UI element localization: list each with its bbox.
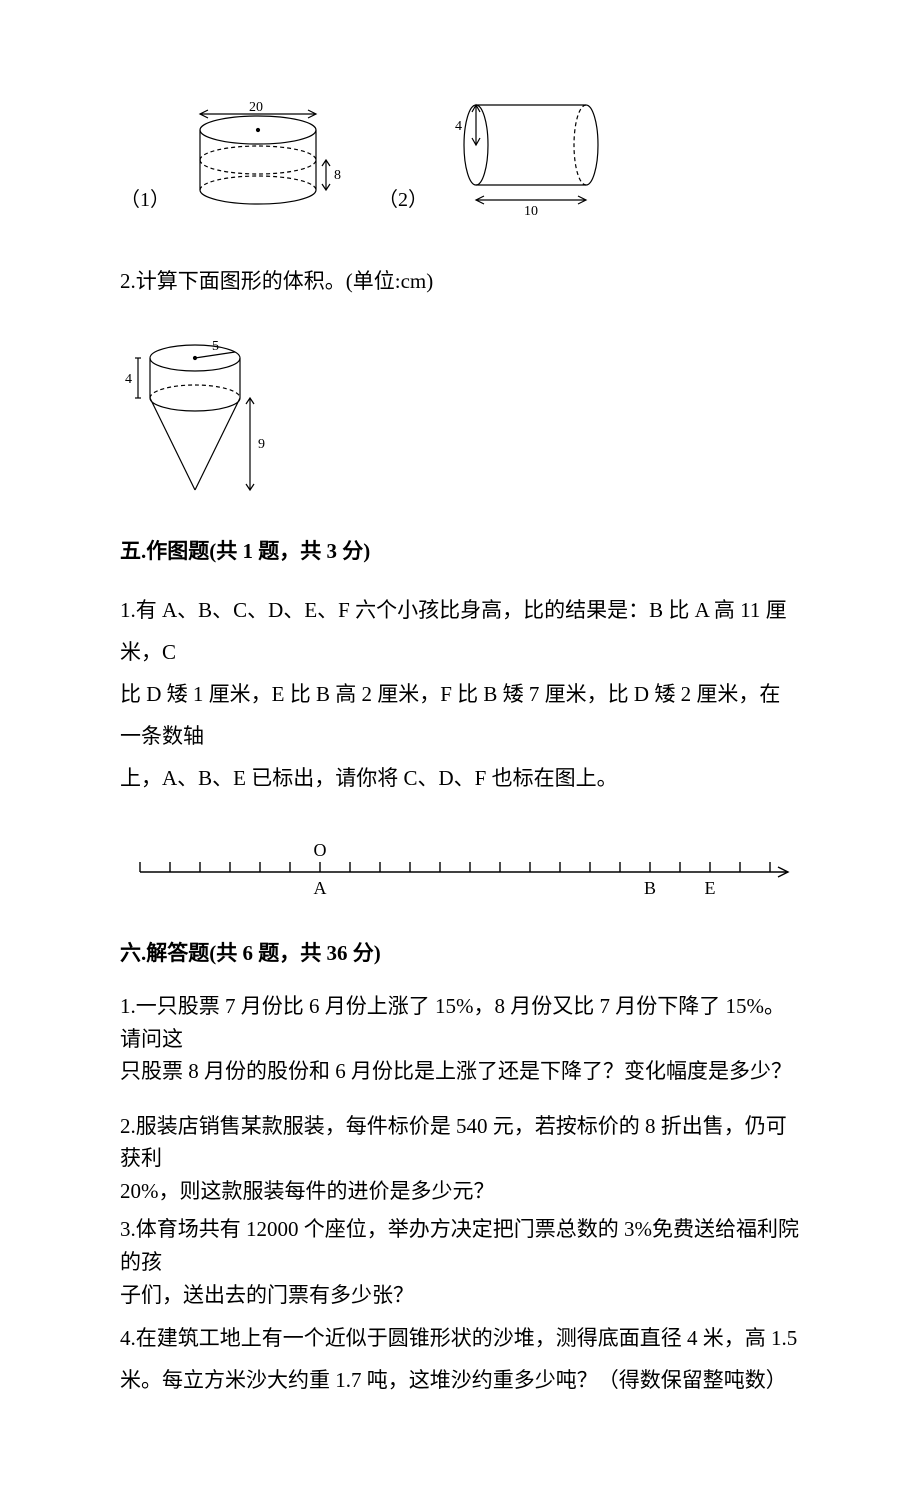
fig2-length-text: 10	[524, 204, 538, 219]
fig3-cylh-text: 4	[125, 372, 132, 387]
s6-q2: 2.服装店销售某款服装，每件标价是 540 元，若按标价的 8 折出售，仍可获利…	[120, 1110, 800, 1208]
s5-q1-line1: 1.有 A、B、C、D、E、F 六个小孩比身高，比的结果是：B 比 A 高 11…	[120, 598, 787, 664]
figure-1-cylinder: 20 8	[178, 100, 348, 220]
s6-q2-line1: 2.服装店销售某款服装，每件标价是 540 元，若按标价的 8 折出售，仍可获利	[120, 1114, 787, 1171]
section-5-q1: 1.有 A、B、C、D、E、F 六个小孩比身高，比的结果是：B 比 A 高 11…	[120, 589, 800, 799]
s6-q3-line2: 子们，送出去的门票有多少张？	[120, 1283, 414, 1307]
section-6-title: 六.解答题(共 6 题，共 36 分)	[120, 937, 800, 971]
figure-row-1: （1）	[120, 90, 800, 220]
s6-q2-line2: 20%，则这款服装每件的进价是多少元？	[120, 1179, 495, 1203]
figure-2-label: （2）	[378, 184, 428, 216]
s6-q4-line2: 米。每立方米沙大约重 1.7 吨，这堆沙约重多少吨？（得数保留整吨数）	[120, 1368, 787, 1392]
s6-q4-line1: 4.在建筑工地上有一个近似于圆锥形状的沙堆，测得底面直径 4 米，高 1.5	[120, 1326, 797, 1350]
figure-2-wrap: （2）	[378, 90, 616, 220]
s6-q3: 3.体育场共有 12000 个座位，举办方决定把门票总数的 3%免费送给福利院的…	[120, 1213, 800, 1311]
figure-1-wrap: （1）	[120, 100, 348, 220]
svg-text:E: E	[705, 878, 716, 898]
s6-q3-line1: 3.体育场共有 12000 个座位，举办方决定把门票总数的 3%免费送给福利院的…	[120, 1217, 799, 1274]
number-line-wrap: OA B E	[120, 827, 800, 907]
svg-text:A: A	[314, 878, 327, 898]
number-line: OA B E	[120, 827, 800, 907]
fig1-width-text: 20	[249, 100, 263, 115]
fig1-height-text: 8	[334, 168, 341, 183]
question-s4-2: 2.计算下面图形的体积。(单位:cm)	[120, 260, 800, 302]
s6-q1-line2: 只股票 8 月份的股份和 6 月份比是上涨了还是下降了？变化幅度是多少？	[120, 1059, 792, 1083]
page: （1）	[0, 0, 920, 1489]
s5-q1-line2: 比 D 矮 1 厘米，E 比 B 高 2 厘米，F 比 B 矮 7 厘米，比 D…	[120, 682, 780, 748]
s6-q1-line1: 1.一只股票 7 月份比 6 月份上涨了 15%，8 月份又比 7 月份下降了 …	[120, 994, 785, 1051]
s6-q1: 1.一只股票 7 月份比 6 月份上涨了 15%，8 月份又比 7 月份下降了 …	[120, 990, 800, 1088]
fig2-diameter-text: 4	[455, 119, 462, 134]
svg-text:B: B	[644, 878, 656, 898]
figure-3-cylinder-cone: 5 4 9	[120, 330, 290, 505]
s5-q1-line3: 上，A、B、E 已标出，请你将 C、D、F 也标在图上。	[120, 766, 618, 790]
spacer	[120, 1094, 800, 1110]
figure-3-wrap: 5 4 9	[120, 330, 800, 505]
section-5-title: 五.作图题(共 1 题，共 3 分)	[120, 535, 800, 569]
fig3-coneh-text: 9	[258, 437, 265, 452]
fig3-radius-text: 5	[212, 339, 219, 354]
figure-2-cylinder-horizontal: 4 10	[436, 90, 616, 220]
figure-1-label: （1）	[120, 184, 170, 216]
s6-q4: 4.在建筑工地上有一个近似于圆锥形状的沙堆，测得底面直径 4 米，高 1.5 米…	[120, 1317, 800, 1401]
svg-text:O: O	[314, 840, 327, 860]
